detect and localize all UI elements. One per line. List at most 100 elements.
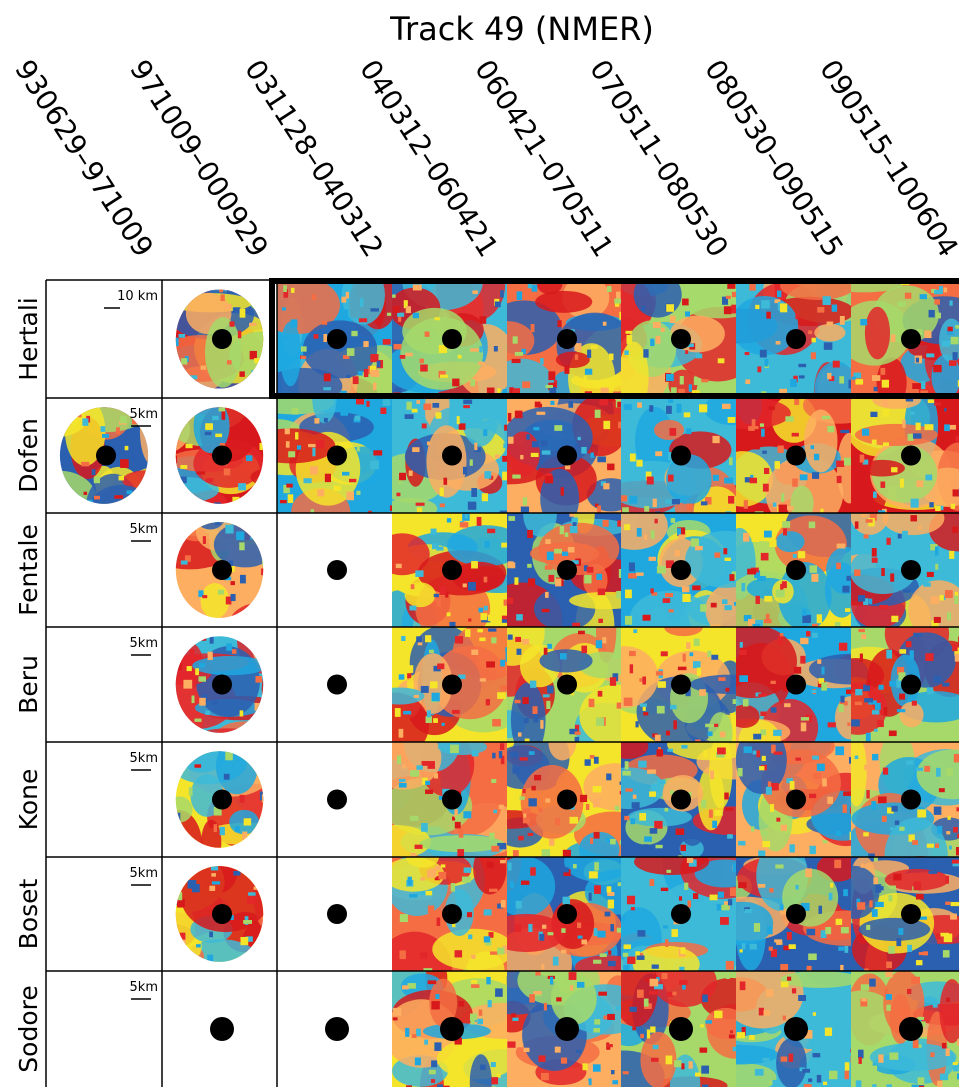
noise <box>946 406 954 413</box>
noise <box>836 1051 844 1055</box>
noise <box>342 472 349 476</box>
noise <box>946 831 950 834</box>
noise <box>688 900 692 907</box>
noise <box>866 790 869 798</box>
noise <box>837 544 846 549</box>
noise <box>861 514 866 517</box>
noise <box>539 934 544 941</box>
noise <box>653 322 661 328</box>
noise <box>560 653 567 659</box>
noise <box>777 291 781 298</box>
noise <box>766 989 774 997</box>
noise <box>516 614 523 620</box>
volcano-dot <box>786 560 806 580</box>
noise <box>625 590 632 599</box>
noise <box>120 416 127 423</box>
noise <box>207 955 213 963</box>
volcano-dot <box>671 904 691 924</box>
noise <box>508 561 514 566</box>
noise <box>434 773 438 778</box>
noise <box>686 428 691 434</box>
noise <box>270 636 275 643</box>
noise <box>919 952 923 955</box>
noise <box>680 376 684 384</box>
noise <box>181 560 188 564</box>
noise <box>682 985 686 990</box>
noise <box>249 323 257 326</box>
noise <box>918 1077 925 1085</box>
noise <box>181 840 188 846</box>
noise <box>530 681 536 688</box>
noise <box>934 299 940 304</box>
noise <box>702 995 708 1003</box>
noise <box>647 769 656 773</box>
noise <box>565 723 569 730</box>
noise <box>488 1000 492 1007</box>
noise <box>520 455 523 459</box>
noise <box>593 798 601 807</box>
noise <box>541 964 544 969</box>
noise <box>61 491 69 500</box>
noise <box>661 401 668 406</box>
noise <box>665 939 668 947</box>
noise <box>486 977 490 984</box>
noise <box>845 946 849 953</box>
noise <box>436 412 442 418</box>
noise <box>827 426 834 432</box>
noise <box>528 578 535 586</box>
noise <box>561 1058 567 1064</box>
noise <box>774 752 783 755</box>
noise <box>455 636 463 643</box>
noise <box>185 752 191 756</box>
noise <box>346 492 354 501</box>
noise <box>578 936 583 939</box>
noise <box>256 826 260 830</box>
noise <box>247 896 255 904</box>
noise <box>951 504 955 509</box>
noise <box>416 503 425 506</box>
noise <box>597 506 601 513</box>
noise <box>262 794 267 802</box>
noise <box>812 633 818 638</box>
noise <box>718 677 725 681</box>
noise <box>611 1070 615 1074</box>
noise <box>622 771 631 776</box>
noise <box>650 828 658 834</box>
noise <box>724 478 733 484</box>
noise <box>935 506 941 511</box>
noise <box>603 421 610 429</box>
noise <box>251 370 257 378</box>
noise <box>212 881 220 884</box>
noise <box>266 704 275 712</box>
noise <box>510 752 518 758</box>
noise <box>395 708 401 717</box>
volcano-dot <box>671 329 691 349</box>
noise <box>233 307 240 313</box>
noise <box>782 581 787 588</box>
noise <box>833 361 840 368</box>
noise <box>597 456 606 462</box>
volcano-dot <box>901 329 921 349</box>
noise <box>644 506 649 512</box>
noise <box>250 642 257 651</box>
noise <box>871 801 876 810</box>
noise <box>632 802 640 808</box>
noise <box>472 290 477 293</box>
noise <box>710 895 718 901</box>
noise <box>637 990 644 998</box>
noise <box>872 440 877 445</box>
noise <box>427 870 435 877</box>
noise <box>707 651 711 657</box>
noise <box>433 718 438 723</box>
noise <box>205 423 213 430</box>
noise <box>843 791 852 796</box>
noise <box>415 1058 421 1066</box>
noise <box>291 319 298 327</box>
noise <box>752 537 760 542</box>
noise <box>429 650 434 653</box>
noise <box>463 405 470 408</box>
noise <box>638 761 646 768</box>
noise <box>258 409 267 417</box>
noise <box>492 753 495 759</box>
noise <box>74 412 82 417</box>
